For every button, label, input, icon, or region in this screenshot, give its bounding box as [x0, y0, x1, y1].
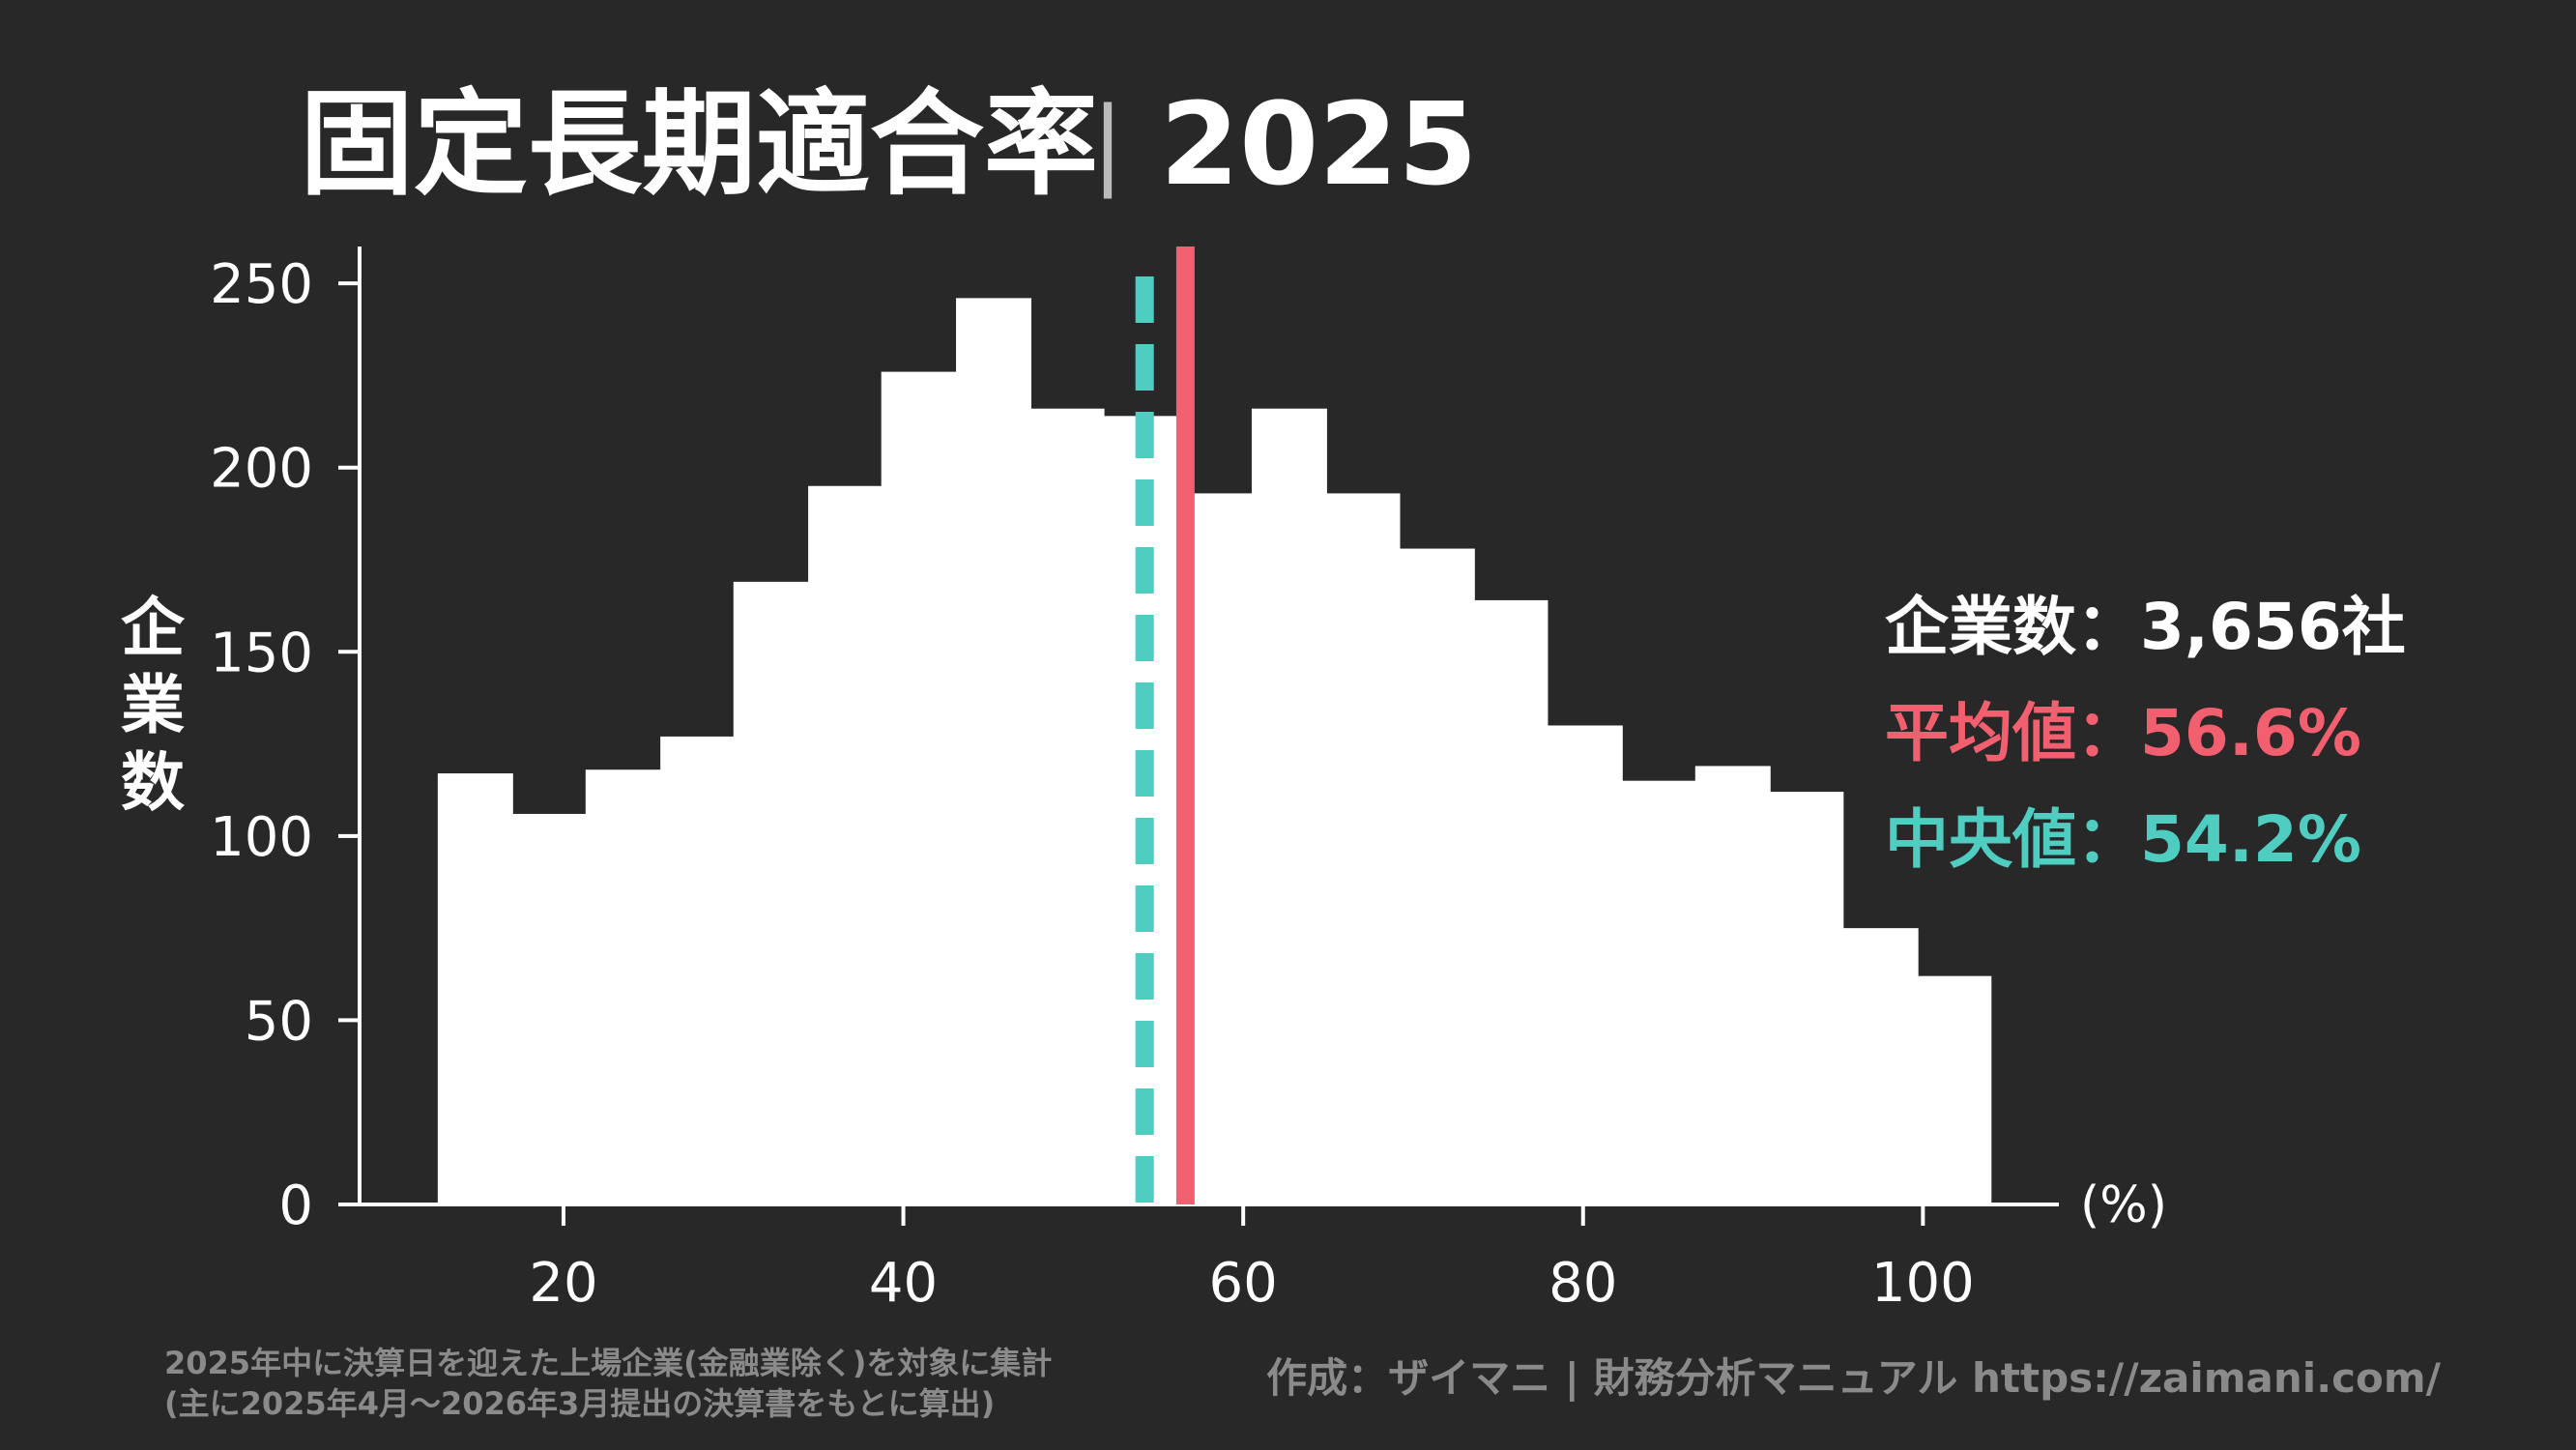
y-tick-label-0: 0 [278, 1174, 313, 1237]
histogram-bar-8 [1030, 408, 1105, 1204]
histogram-bar-1 [512, 813, 587, 1204]
credit-text: 作成：ザイマニ | 財務分析マニュアル https://zaimani.com/ [1266, 1354, 2441, 1402]
reference-lines [1135, 246, 1195, 1204]
y-tick-label-250: 250 [210, 253, 313, 316]
chart-title-year: 2025 [1160, 77, 1477, 211]
histogram-bar-15 [1547, 725, 1623, 1204]
y-tick-label-100: 100 [210, 806, 313, 869]
footnote-line-1: 2025年中に決算日を迎えた上場企業(金融業除く)を対象に集計 [164, 1345, 1053, 1381]
histogram-bar-18 [1770, 792, 1844, 1204]
y-axis-label-char: 企 [121, 591, 186, 665]
histogram-bar-6 [881, 371, 957, 1205]
histogram-bar-9 [1104, 416, 1179, 1204]
stat-separator: ： [2076, 802, 2140, 877]
stat-mean-value: 56.6% [2140, 696, 2361, 770]
stat-mean: 平均値：56.6% [1885, 682, 2361, 774]
histogram-bar-20 [1918, 975, 1992, 1204]
y-axis-label: 企業数 [121, 591, 186, 820]
histogram-bar-2 [585, 769, 661, 1204]
histogram-bar-13 [1399, 548, 1475, 1204]
stat-separator: ： [2076, 696, 2140, 770]
y-axis-label-char: 数 [121, 745, 185, 820]
bars-group [437, 298, 1992, 1205]
y-tick-label-150: 150 [210, 622, 313, 684]
histogram-bar-4 [733, 581, 809, 1204]
y-tick-label-200: 200 [210, 438, 313, 501]
axes-group: 0 50 100 150 200 250 20 40 60 80 100 [210, 246, 2059, 1315]
x-axis-unit: (%) [2080, 1176, 2167, 1234]
histogram-bar-12 [1326, 493, 1401, 1205]
histogram-bar-16 [1622, 780, 1696, 1204]
x-tick-label-80: 80 [1548, 1252, 1617, 1315]
stat-count-value: 3,656社 [2140, 590, 2406, 664]
histogram-bar-11 [1251, 408, 1327, 1204]
stat-count-label: 企業数 [1885, 590, 2076, 664]
y-tick-label-50: 50 [245, 990, 313, 1053]
histogram-bar-14 [1474, 599, 1548, 1204]
x-tick-label-60: 60 [1209, 1252, 1278, 1315]
stat-separator: ： [2076, 590, 2140, 664]
histogram-bar-3 [660, 736, 735, 1204]
stat-median-label: 中央値 [1885, 802, 2076, 877]
chart-title: 固定長期適合率 | 2025 [300, 77, 1477, 211]
histogram-bar-19 [1842, 928, 1919, 1204]
histogram-bar-0 [437, 773, 513, 1204]
stat-company-count: 企業数：3,656社 [1885, 575, 2406, 668]
x-tick-label-40: 40 [869, 1252, 938, 1315]
chart-title-main: 固定長期適合率 [300, 77, 1098, 211]
stat-median-value: 54.2% [2140, 802, 2361, 877]
x-tick-label-20: 20 [529, 1252, 597, 1315]
footnote-line-2: (主に2025年4月〜2026年3月提出の決算書をもとに算出) [164, 1385, 996, 1422]
stat-mean-label: 平均値 [1885, 696, 2076, 770]
histogram-bar-5 [808, 485, 883, 1204]
title-separator: | [1091, 86, 1124, 199]
y-axis-label-char: 業 [121, 668, 185, 742]
histogram-bar-17 [1694, 766, 1771, 1204]
histogram-bar-7 [956, 298, 1032, 1204]
stat-median: 中央値：54.2% [1885, 788, 2361, 881]
x-tick-label-100: 100 [1871, 1252, 1975, 1315]
